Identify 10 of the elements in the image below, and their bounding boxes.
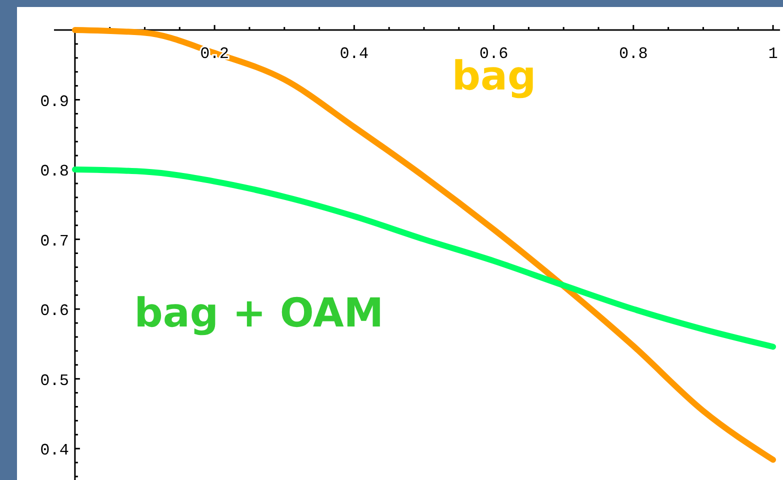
x-tick-label: 1 [768,45,778,63]
y-tick-label: 0.8 [40,162,69,181]
x-tick-label: 0.4 [340,45,369,63]
y-tick-label: 0.6 [40,302,69,320]
y-tick-label: 0.4 [40,442,69,460]
y-tick-label: 0.5 [40,372,69,390]
series-label: bag + OAM [134,290,384,337]
y-tick-label: 0.9 [40,92,69,111]
y-tick-label: 0.7 [40,232,69,250]
x-tick-label: 0.8 [619,45,648,63]
